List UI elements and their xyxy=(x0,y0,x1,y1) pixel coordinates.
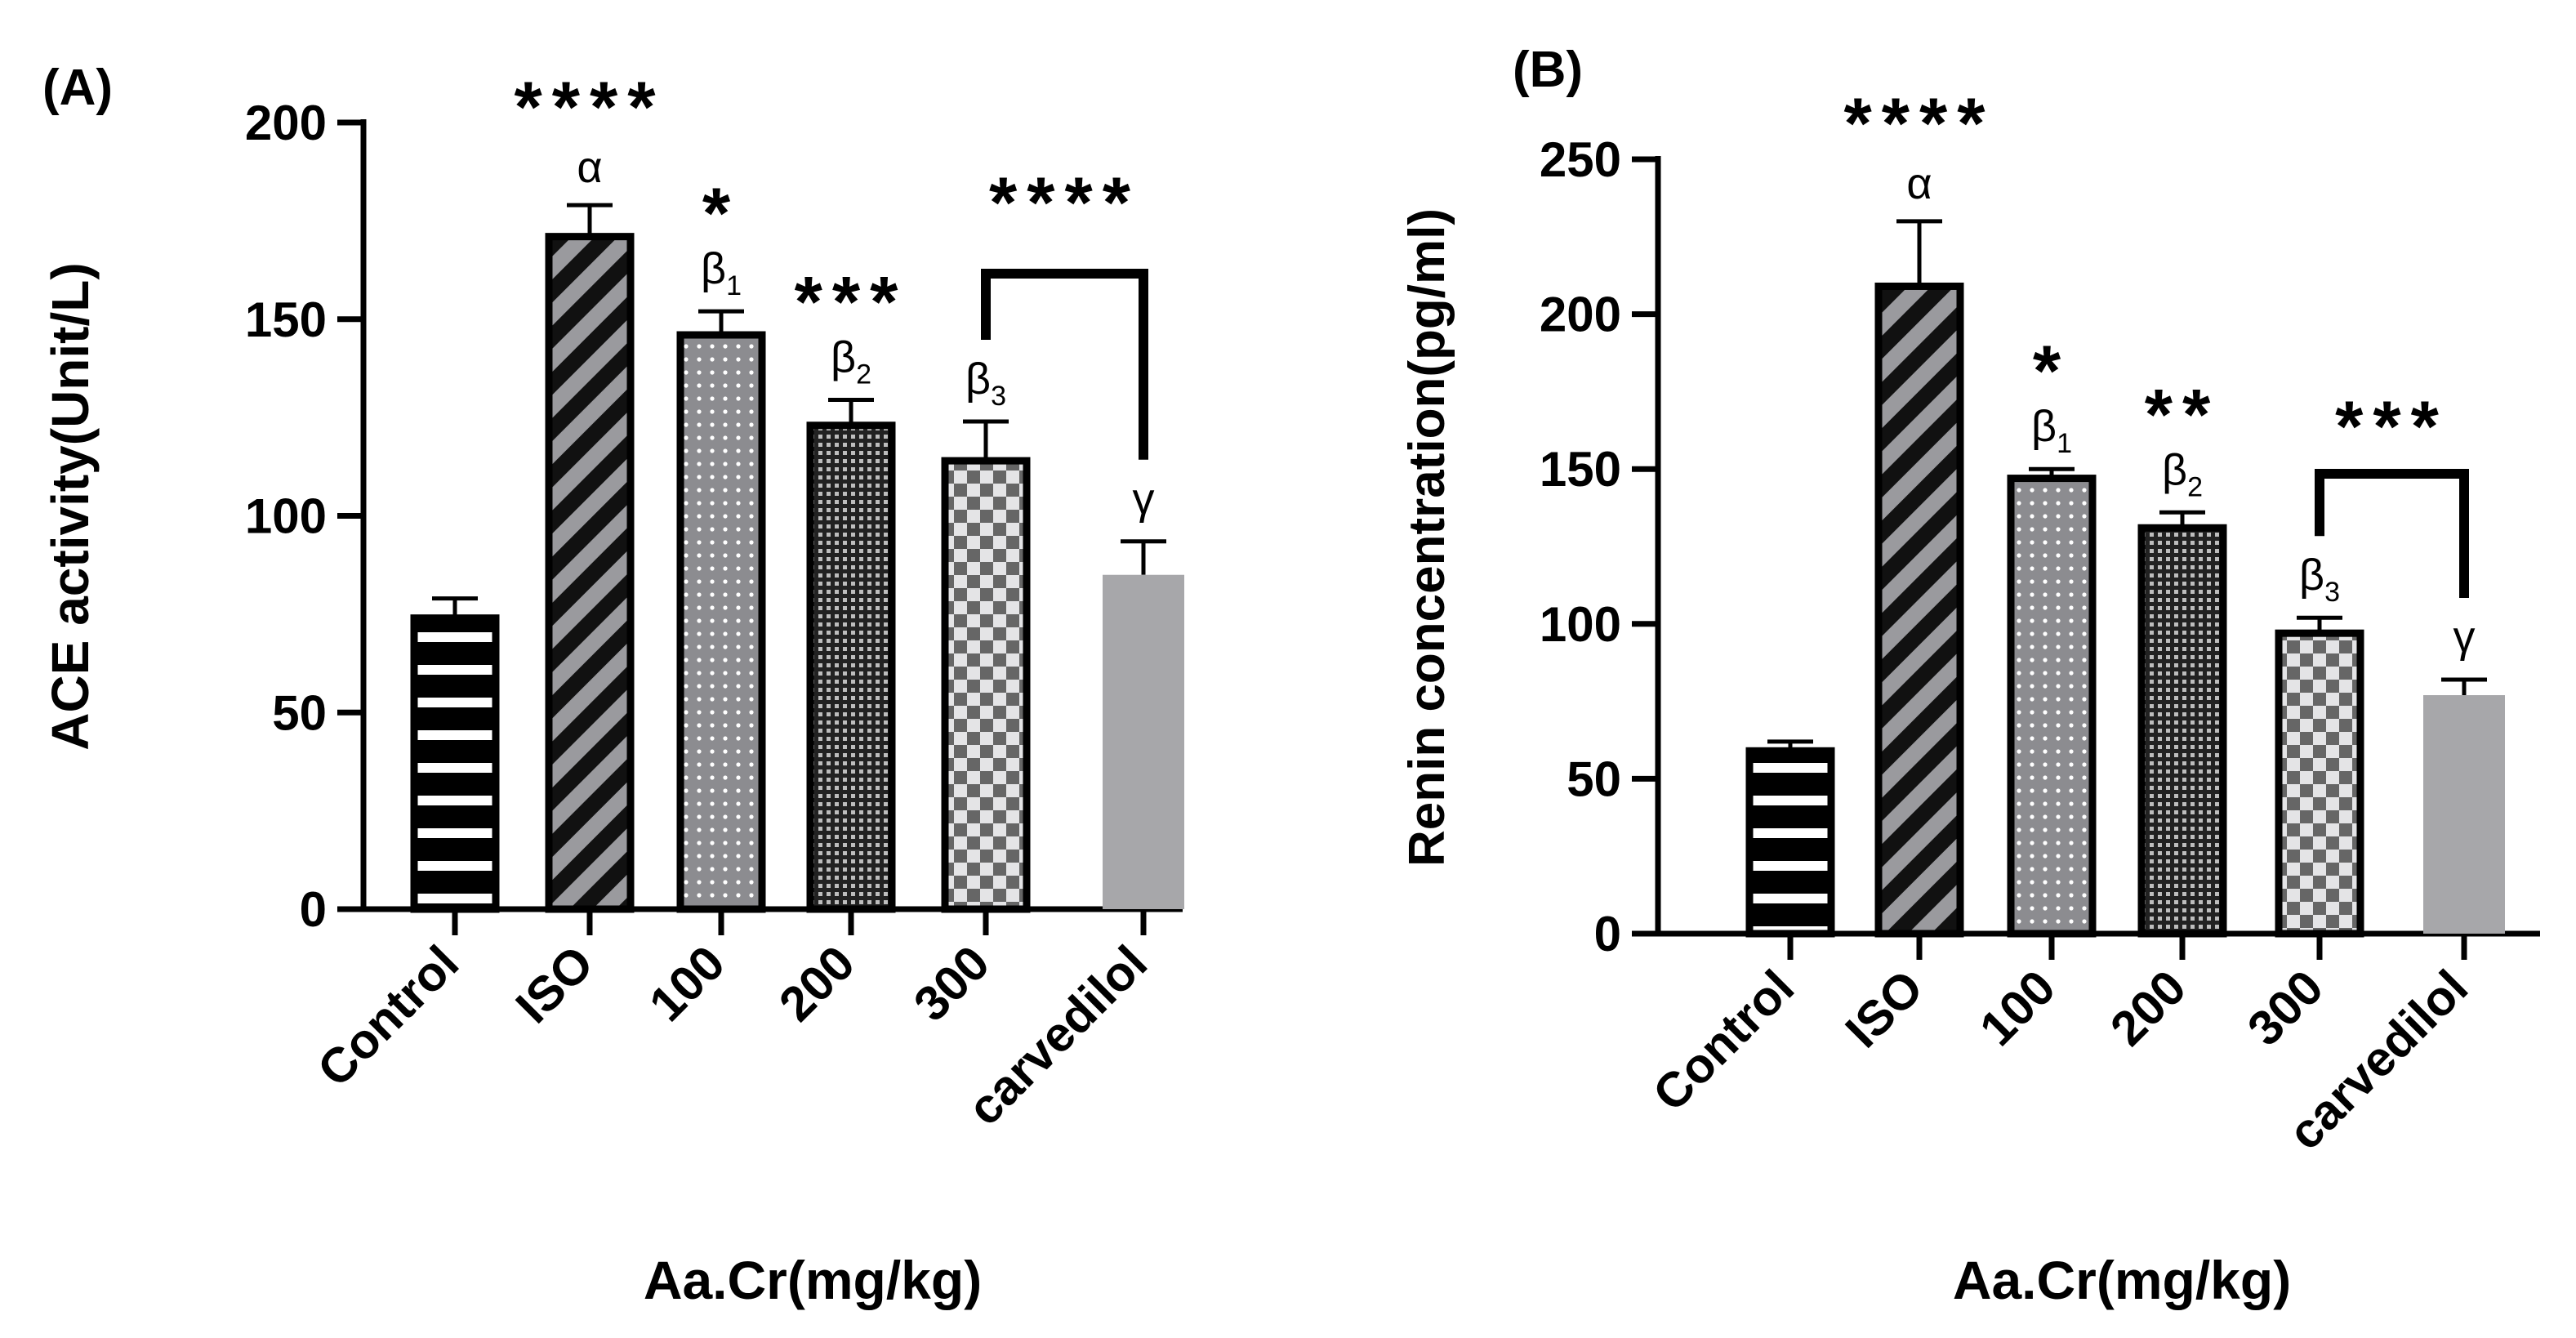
panel-label: (B) xyxy=(1513,42,1583,98)
comparison-bracket xyxy=(981,269,1148,460)
x-axis-label: Aa.Cr(mg/kg) xyxy=(644,1250,982,1310)
y-tick-label: 0 xyxy=(1594,907,1621,961)
plot-area: 0 50 100 150 200 250 Control ISO α**** 100 β1* 200 β… xyxy=(1540,83,2540,1160)
panel-a: (A) ACE activity(Unit/L) Aa.Cr(mg/kg) 0 5… xyxy=(41,60,1184,1310)
significance-letter: β3 xyxy=(965,355,1006,412)
bar-300 xyxy=(2275,629,2364,938)
bar-100 xyxy=(676,331,766,913)
bar-carvedilol xyxy=(2423,695,2505,934)
bar-iso xyxy=(545,233,635,913)
x-tick-label: ISO xyxy=(506,935,604,1033)
y-tick-label: 0 xyxy=(300,882,327,937)
y-tick-label: 50 xyxy=(272,685,327,740)
significance-letter: γ xyxy=(2453,613,2476,662)
x-tick-label: 200 xyxy=(2100,960,2196,1056)
y-axis-label: ACE activity(Unit/L) xyxy=(41,262,100,750)
y-tick-label: 200 xyxy=(1540,288,1621,342)
panel-b: (B) Renin concentration(pg/ml) Aa.Cr(mg/… xyxy=(1399,42,2540,1310)
significance-letter: α xyxy=(1906,159,1932,208)
x-tick-label: 200 xyxy=(769,935,865,1032)
bracket-stars: **** xyxy=(989,162,1140,243)
bar-iso xyxy=(1874,282,1964,938)
y-tick-label: 250 xyxy=(1540,132,1621,187)
x-tick-label: 300 xyxy=(903,935,1000,1032)
significance-letter: β2 xyxy=(2162,445,2203,502)
significance-stars: * xyxy=(702,172,740,253)
significance-letter: β3 xyxy=(2299,551,2340,608)
bar-200 xyxy=(2137,524,2227,938)
significance-stars: **** xyxy=(515,66,666,147)
bracket-stars: *** xyxy=(2335,386,2449,466)
y-tick-label: 50 xyxy=(1567,752,1621,806)
bar-control xyxy=(410,614,500,913)
panel-label: (A) xyxy=(42,60,113,116)
y-axis-label: Renin concentration(pg/ml) xyxy=(1399,208,1455,867)
significance-stars: * xyxy=(2033,330,2070,411)
y-tick-label: 100 xyxy=(245,489,327,544)
x-tick-label: 300 xyxy=(2237,960,2333,1056)
significance-letter: β1 xyxy=(701,244,742,301)
significance-stars: ** xyxy=(2145,373,2221,454)
x-tick-label: Control xyxy=(307,935,469,1097)
x-tick-label: 100 xyxy=(639,935,735,1032)
y-tick-label: 200 xyxy=(245,96,327,150)
bar-control xyxy=(1745,747,1835,938)
x-axis-label: Aa.Cr(mg/kg) xyxy=(1953,1250,2291,1310)
y-tick-label: 100 xyxy=(1540,597,1621,652)
x-tick-label: ISO xyxy=(1835,960,1933,1058)
bar-100 xyxy=(2007,475,2097,938)
x-tick-label: 100 xyxy=(1969,960,2066,1056)
y-tick-label: 150 xyxy=(1540,442,1621,497)
significance-stars: *** xyxy=(795,261,908,341)
significance-letter: β1 xyxy=(2031,402,2072,459)
bar-200 xyxy=(806,421,896,913)
x-tick-label: Control xyxy=(1642,960,1804,1122)
significance-stars: **** xyxy=(1844,83,1995,163)
significance-letter: γ xyxy=(1133,475,1155,524)
bar-300 xyxy=(941,457,1031,913)
significance-letter: β2 xyxy=(831,332,871,390)
bar-carvedilol xyxy=(1103,574,1184,909)
y-tick-label: 150 xyxy=(245,292,327,347)
significance-letter: α xyxy=(577,143,602,192)
comparison-bracket xyxy=(2315,469,2469,599)
